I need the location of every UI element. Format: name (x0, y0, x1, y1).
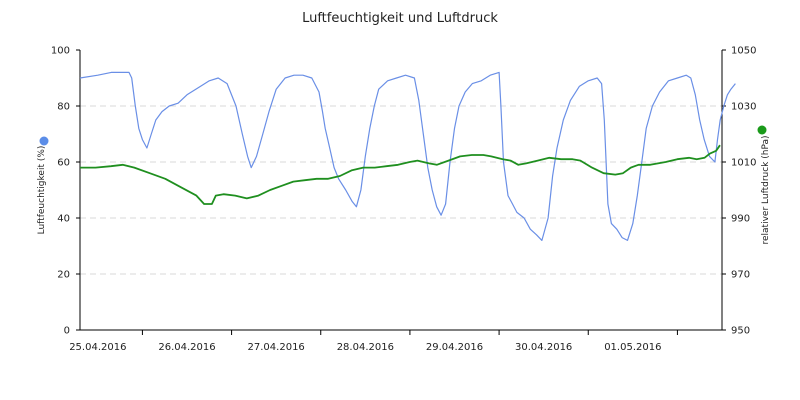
right-tick-label: 970 (731, 270, 750, 281)
left-tick-label: 20 (57, 270, 70, 281)
left-tick-label: 60 (57, 158, 70, 169)
x-tick-label: 25.04.2016 (69, 342, 126, 353)
y-axis-right-title: relativer Luftdruck (hPa) (761, 135, 771, 244)
right-tick-label: 950 (731, 326, 750, 337)
left-tick-label: 100 (51, 46, 70, 57)
left-axis-ticks: 0 20 40 60 80 100 (51, 46, 80, 337)
x-tick-label: 26.04.2016 (158, 342, 215, 353)
humidity-series-line (79, 71, 736, 241)
pressure-series-line (80, 144, 721, 205)
x-tick-label: 27.04.2016 (248, 342, 305, 353)
right-axis-ticks: 950 970 990 1010 1030 1050 (722, 46, 756, 337)
x-tick-label: 01.05.2016 (604, 342, 661, 353)
x-axis-ticks: 25.04.2016 26.04.2016 27.04.2016 28.04.2016… (69, 330, 678, 353)
right-tick-label: 1030 (731, 102, 756, 113)
y-axis-left-title: Luftfeuchtigkeit (%) (37, 146, 47, 235)
series-layer (79, 71, 736, 241)
chart-title: Luftfeuchtigkeit und Luftdruck (302, 11, 498, 26)
right-tick-label: 1010 (731, 158, 756, 169)
x-tick-label: 30.04.2016 (515, 342, 572, 353)
right-tick-label: 990 (731, 214, 750, 225)
x-tick-label: 28.04.2016 (337, 342, 394, 353)
left-tick-label: 0 (64, 326, 70, 337)
left-tick-label: 80 (57, 102, 70, 113)
humidity-series-marker (39, 136, 49, 146)
left-tick-label: 40 (57, 214, 70, 225)
pressure-series-marker (757, 125, 767, 135)
grid-lines (80, 105, 722, 275)
right-tick-label: 1050 (731, 46, 756, 57)
x-tick-label: 29.04.2016 (426, 342, 483, 353)
